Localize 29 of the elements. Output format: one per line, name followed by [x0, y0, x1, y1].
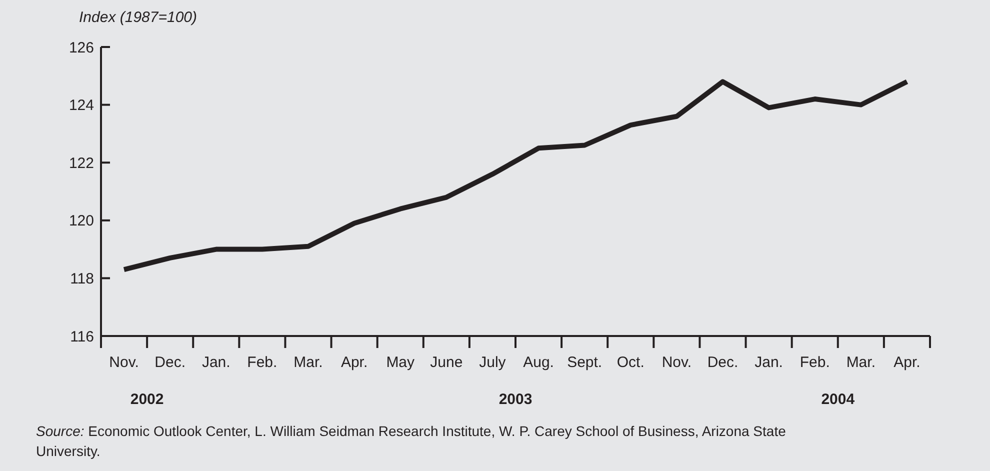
x-tick-label: May	[386, 354, 416, 371]
x-tick-label: Dec.	[154, 354, 186, 371]
x-tick-label: Sept.	[567, 354, 602, 371]
y-tick-label: 124	[68, 97, 94, 114]
x-tick-label: Nov.	[109, 354, 139, 371]
x-tick-label: Jan.	[754, 354, 783, 371]
x-tick-label: Apr.	[340, 354, 368, 371]
y-tick-label: 120	[68, 212, 94, 230]
y-tick-label: 126	[68, 39, 94, 56]
text: 2002	[130, 391, 164, 408]
text: 2004	[821, 391, 856, 408]
y-axis-title: Index (1987=100)	[79, 9, 198, 26]
y-tick-label: 116	[70, 328, 94, 346]
x-tick-label: Feb.	[247, 354, 278, 371]
x-tick-label: Oct.	[616, 354, 644, 371]
x-tick-label: Dec.	[707, 354, 738, 371]
x-tick-label: Apr.	[894, 354, 920, 371]
x-tick-label: June	[430, 354, 463, 371]
x-tick-label: Mar.	[846, 354, 876, 371]
source-note: Source: Economic Outlook Center, L. William Seidman Research Institute, W. P. Carey School of Business, Arizona State University.	[36, 423, 786, 459]
x-tick-label: July	[479, 354, 506, 371]
x-tick-label: Nov.	[662, 354, 692, 371]
text: 2003	[498, 391, 532, 408]
x-tick-label: Jan.	[202, 354, 230, 371]
y-tick-label: 118	[70, 270, 94, 288]
x-tick-label: Feb.	[800, 354, 830, 371]
y-tick-label: 122	[68, 154, 94, 172]
x-tick-label: Mar.	[294, 354, 323, 371]
x-tick-label: Aug.	[523, 354, 554, 371]
